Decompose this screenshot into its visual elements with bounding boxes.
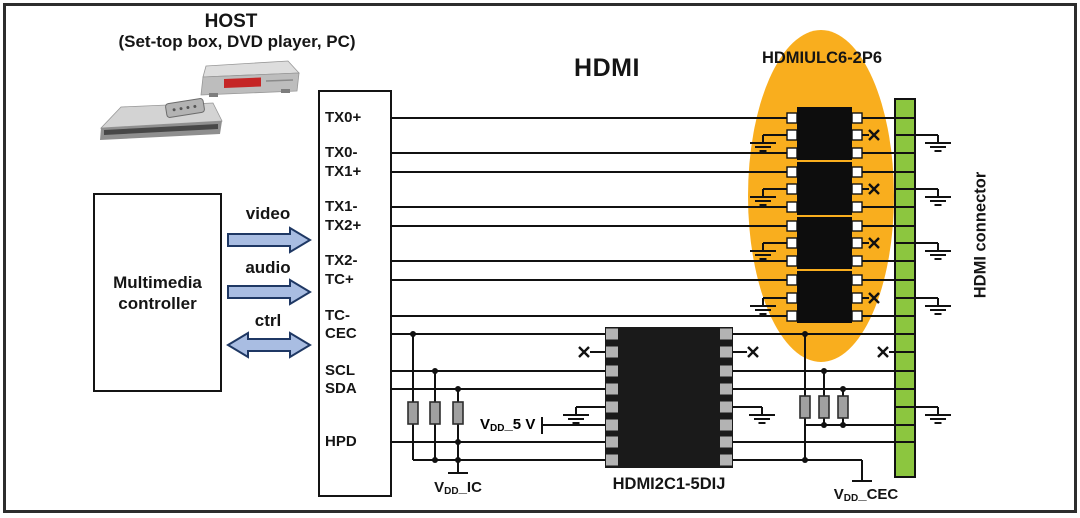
interface-ic-body: [605, 327, 733, 468]
multimedia-controller-label-line1: Multimedia: [113, 272, 202, 292]
diagram-border: [3, 3, 1077, 513]
no-connect-icon: [868, 292, 880, 304]
pin-label-scl: SCL: [325, 362, 355, 379]
dvd-player-image: [100, 98, 223, 140]
resistor: [429, 401, 441, 425]
interface-ic-label: HDMI2C1-5DIJ: [612, 475, 726, 493]
pin-label-sda: SDA: [325, 380, 357, 397]
pin-label-tcp: TC+: [325, 271, 354, 288]
pin-label-cec: CEC: [325, 325, 357, 342]
ground-icon: [925, 135, 951, 152]
resistor: [799, 395, 811, 419]
video-arrow: [227, 226, 312, 254]
protection-chip-2: [786, 162, 863, 215]
ground-icon: [925, 407, 951, 424]
no-connect-icons: [578, 129, 889, 358]
resistor: [452, 401, 464, 425]
vdd-cec-label: VDD_CEC: [833, 486, 899, 504]
no-connect-icon: [868, 237, 880, 249]
pin-label-hpd: HPD: [325, 433, 357, 450]
ground-icon: [749, 407, 775, 424]
hdmi-connector-label: HDMI connector: [971, 171, 990, 299]
multimedia-controller-box: Multimedia controller: [93, 193, 222, 392]
protection-chips: [786, 107, 863, 323]
no-connect-icon: [868, 183, 880, 195]
protection-chip-label: HDMIULC6-2P6: [761, 49, 883, 67]
no-connect-icon: [868, 129, 880, 141]
audio-arrow: [227, 278, 312, 306]
remote-control-image: [165, 98, 205, 118]
video-bus-label: video: [245, 204, 291, 223]
ground-icon: [925, 189, 951, 206]
protection-chip-3: [786, 217, 863, 269]
vdd-ic-label: VDD_IC: [434, 479, 482, 497]
host-title: HOST: [204, 11, 258, 32]
resistors: [407, 395, 849, 425]
multimedia-controller-label-line2: controller: [118, 293, 197, 313]
ctrl-arrow: [226, 331, 312, 359]
ground-icon: [563, 407, 589, 424]
ground-icon: [750, 189, 776, 206]
pin-label-tcn: TC-: [325, 307, 350, 324]
ground-icon: [925, 243, 951, 260]
hdmi-connector-bar: [894, 98, 916, 478]
no-connect-icon: [877, 346, 889, 358]
audio-bus-label: audio: [245, 258, 291, 277]
ground-icon: [925, 298, 951, 315]
ground-icons: [563, 135, 951, 424]
protection-chip-1: [786, 107, 863, 160]
set-top-box-image: [200, 60, 300, 97]
pin-label-tx1n: TX1-: [325, 198, 358, 215]
host-subtitle: (Set-top box, DVD player, PC): [118, 32, 356, 51]
no-connect-icon: [747, 346, 759, 358]
resistor: [818, 395, 830, 419]
pin-label-tx2p: TX2+: [325, 217, 362, 234]
pin-label-tx0n: TX0-: [325, 144, 358, 161]
diagram-title: HDMI: [574, 54, 640, 82]
hdmi-source-signal-box: [318, 90, 392, 497]
pin-label-tx0p: TX0+: [325, 109, 362, 126]
pin-label-tx2n: TX2-: [325, 252, 358, 269]
protection-chip-4: [786, 271, 863, 323]
resistor: [407, 401, 419, 425]
ground-icon: [750, 298, 776, 315]
bus-arrows: [226, 226, 312, 359]
no-connect-icon: [578, 346, 590, 358]
ctrl-bus-label: ctrl: [254, 311, 282, 330]
resistor: [837, 395, 849, 419]
vdd-5v-label: VDD_5 V: [480, 416, 536, 434]
junction-dots: [410, 331, 846, 463]
ground-icon: [750, 243, 776, 260]
ground-icon: [750, 135, 776, 152]
pin-label-tx1p: TX1+: [325, 163, 362, 180]
